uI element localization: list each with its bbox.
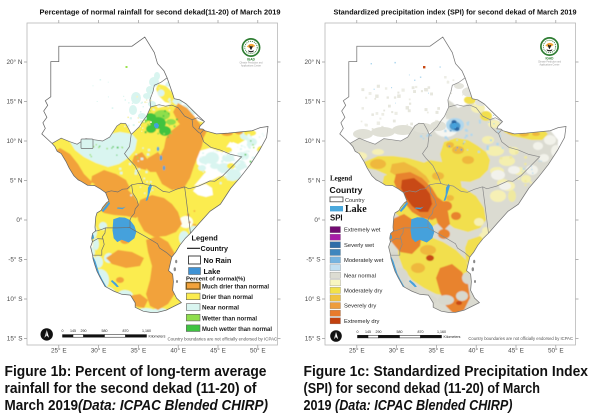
svg-text:Lake: Lake <box>345 204 367 215</box>
svg-text:Severely dry: Severely dry <box>344 304 376 310</box>
svg-text:50° E: 50° E <box>548 347 564 355</box>
svg-text:20° N: 20° N <box>304 58 320 66</box>
svg-text:35° E: 35° E <box>429 347 445 355</box>
svg-text:10° N: 10° N <box>6 137 22 145</box>
svg-text:Climate Prediction and: Climate Prediction and <box>538 61 562 64</box>
svg-text:580: 580 <box>102 329 108 333</box>
svg-text:rainfall for the second dekad: rainfall for the second dekad (11-20) of <box>5 380 258 397</box>
svg-text:Country: Country <box>330 185 363 195</box>
svg-text:45° E: 45° E <box>210 347 226 355</box>
svg-text:25° E: 25° E <box>349 347 365 355</box>
svg-text:40° E: 40° E <box>468 347 484 355</box>
svg-text:40° E: 40° E <box>170 347 186 355</box>
svg-text:IGAD: IGAD <box>247 58 256 62</box>
svg-text:Drier than normal: Drier than normal <box>202 294 253 301</box>
svg-text:Legend: Legend <box>330 175 352 183</box>
svg-text:50° E: 50° E <box>250 347 266 355</box>
svg-text:Extremely dry: Extremely dry <box>344 319 380 325</box>
svg-text:Much wetter than normal: Much wetter than normal <box>202 326 272 333</box>
svg-text:Near normal: Near normal <box>202 305 239 312</box>
svg-text:290: 290 <box>376 330 382 334</box>
svg-text:25° E: 25° E <box>51 347 67 355</box>
svg-text:(SPI) for second dekad (11-20): (SPI) for second dekad (11-20) of March <box>304 380 541 397</box>
svg-text:March 2019(Data: ICPAC Blended: March 2019(Data: ICPAC Blended CHIRP) <box>5 397 269 413</box>
svg-text:15° S: 15° S <box>7 335 23 343</box>
svg-text:Near normal: Near normal <box>344 273 376 279</box>
svg-text:10° S: 10° S <box>305 295 321 303</box>
svg-text:10° N: 10° N <box>304 137 320 145</box>
svg-text:2019 (Data: ICPAC Blended CHIR: 2019 (Data: ICPAC Blended CHIRP) <box>304 397 513 413</box>
svg-text:0: 0 <box>357 330 359 334</box>
svg-text:5° N: 5° N <box>308 177 321 185</box>
svg-text:Kilometers: Kilometers <box>444 335 461 339</box>
svg-text:Country boundaries are not off: Country boundaries are not officially en… <box>168 336 278 341</box>
svg-text:Moderately wet: Moderately wet <box>344 258 384 264</box>
svg-text:10° S: 10° S <box>7 295 23 303</box>
svg-text:-5° S: -5° S <box>8 256 22 264</box>
svg-text:145: 145 <box>70 329 76 333</box>
svg-text:870: 870 <box>418 330 424 334</box>
svg-text:Kilometers: Kilometers <box>149 334 166 338</box>
svg-text:Legend: Legend <box>192 234 219 243</box>
svg-text:Percentage of normal rainfall: Percentage of normal rainfall for second… <box>40 7 281 16</box>
svg-text:Applications Centre: Applications Centre <box>540 63 561 66</box>
svg-text:1,160: 1,160 <box>437 330 446 334</box>
svg-text:Figure 1b: Percent of long-ter: Figure 1b: Percent of long-term average <box>5 363 267 380</box>
svg-text:0: 0 <box>62 329 64 333</box>
svg-text:5° N: 5° N <box>10 177 23 185</box>
svg-text:35° E: 35° E <box>131 347 147 355</box>
svg-text:Severly wet: Severly wet <box>344 243 374 249</box>
svg-text:290: 290 <box>81 329 87 333</box>
svg-text:580: 580 <box>397 330 403 334</box>
svg-text:145: 145 <box>365 330 371 334</box>
svg-text:0°: 0° <box>16 216 23 224</box>
svg-text:15° N: 15° N <box>6 98 22 106</box>
svg-text:-5° S: -5° S <box>306 256 320 264</box>
svg-text:Climate Prediction and: Climate Prediction and <box>239 62 263 65</box>
svg-text:SPI: SPI <box>330 214 343 223</box>
svg-text:1,160: 1,160 <box>142 329 151 333</box>
svg-text:0°: 0° <box>314 216 321 224</box>
svg-text:45° E: 45° E <box>508 347 524 355</box>
svg-text:Standardized precipitation ind: Standardized precipitation index (SPI) f… <box>334 7 577 16</box>
svg-text:30° E: 30° E <box>389 347 405 355</box>
svg-text:15° N: 15° N <box>304 98 320 106</box>
svg-text:Percent of normal(%): Percent of normal(%) <box>186 277 245 283</box>
svg-text:No Rain: No Rain <box>204 256 232 265</box>
svg-text:Wetter than normal: Wetter than normal <box>202 315 257 322</box>
svg-text:Country boundaries are not off: Country boundaries are not officially en… <box>468 336 573 341</box>
svg-text:30° E: 30° E <box>91 347 107 355</box>
svg-text:Moderately dry: Moderately dry <box>344 289 382 295</box>
svg-text:Country: Country <box>345 198 365 204</box>
svg-text:20° N: 20° N <box>6 58 22 66</box>
svg-text:870: 870 <box>123 329 129 333</box>
svg-text:Lake: Lake <box>204 267 221 276</box>
svg-text:Country: Country <box>201 244 229 253</box>
svg-text:Figure 1c: Standardized Precip: Figure 1c: Standardized Precipitation In… <box>304 363 589 380</box>
svg-text:15° S: 15° S <box>305 335 321 343</box>
svg-text:Extremely wet: Extremely wet <box>344 228 381 234</box>
svg-text:Much drier than normal: Much drier than normal <box>202 284 269 291</box>
svg-text:Applications Centre: Applications Centre <box>241 64 262 67</box>
svg-text:IGAD: IGAD <box>546 57 555 61</box>
